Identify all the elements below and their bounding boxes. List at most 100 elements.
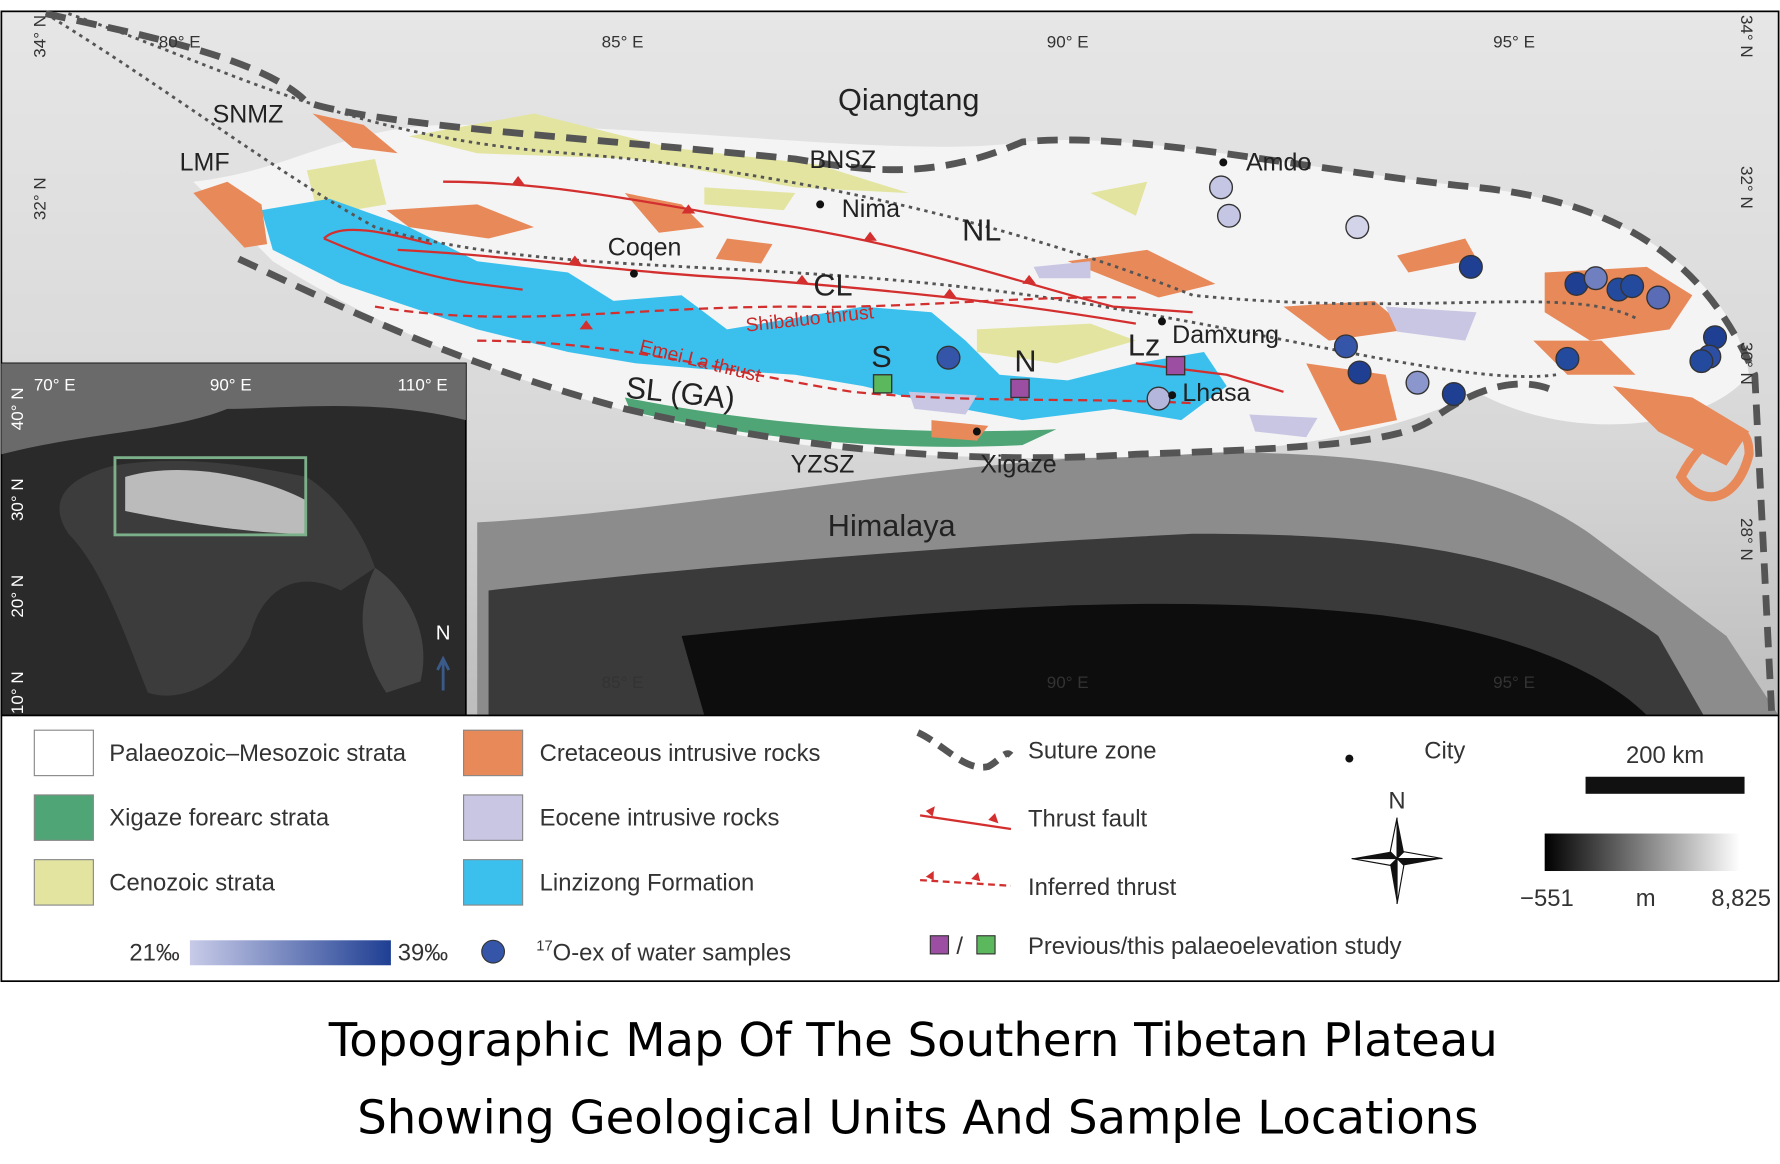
map-shape	[1441, 382, 1466, 407]
superscript: 17	[536, 939, 552, 955]
lat-label: 34° N	[31, 15, 50, 58]
map-shape	[931, 420, 989, 441]
place-label: Qiangtang	[838, 83, 979, 117]
map-shape	[1351, 857, 1399, 866]
map-shape	[1, 363, 466, 455]
map-shape	[1555, 346, 1580, 371]
cenozoic-strata	[306, 113, 1148, 364]
legend-label: Cenozoic strata	[109, 869, 275, 896]
map-shape	[1458, 254, 1483, 279]
map-shape	[863, 231, 877, 241]
map-shape	[681, 204, 696, 214]
place-label: LMF	[180, 148, 230, 176]
map-shape	[323, 228, 433, 246]
legend-label: /	[956, 933, 963, 960]
map-shape	[374, 296, 1136, 318]
map-shape	[1168, 391, 1177, 400]
lon-label: 90° E	[1047, 33, 1089, 52]
inset-lat-label: 30° N	[8, 478, 27, 521]
map-shape	[261, 198, 1227, 421]
inset-map: N 70° E 90° E 110° E 40° N 30° N 20° N 1…	[0, 362, 467, 717]
place-label: Nima	[842, 195, 900, 223]
map-shape	[976, 323, 1136, 364]
map-shape	[481, 939, 506, 964]
map-shape	[579, 320, 594, 330]
map-shape	[443, 180, 1193, 314]
map-shape	[1351, 851, 1398, 859]
legend-label: Suture zone	[1028, 738, 1157, 765]
legend-text: O-ex of water samples	[553, 940, 791, 967]
map-shape	[44, 10, 1776, 716]
cities	[629, 158, 1228, 436]
scale-bar	[1585, 776, 1745, 794]
elevation-label: −551	[1520, 885, 1574, 912]
map-shape	[1022, 274, 1036, 284]
map-shape	[44, 12, 1557, 378]
lon-label: 95° E	[1493, 673, 1535, 692]
lat-label: 32° N	[31, 177, 50, 220]
legend-label: Inferred thrust	[1028, 874, 1177, 901]
map-shape	[925, 806, 999, 824]
map-shape	[942, 288, 957, 298]
place-label: N	[1014, 344, 1036, 378]
legend-label: Xigaze forearc strata	[109, 805, 330, 832]
map-shape	[795, 274, 809, 284]
map-shape	[681, 603, 1647, 716]
map-shape	[1283, 300, 1409, 341]
suture-zone	[44, 10, 1776, 716]
inset-lon-label: 90° E	[210, 376, 252, 395]
map-shape	[1033, 261, 1091, 279]
map-shape	[816, 200, 825, 209]
place-label: S	[871, 340, 891, 374]
map-shape	[929, 935, 950, 955]
map-shape	[1208, 175, 1234, 200]
map-shape	[1397, 238, 1477, 273]
map-shape	[386, 204, 534, 239]
main-map: 80° E 85° E 90° E 95° E 85° E 90° E 95° …	[0, 10, 1780, 717]
eocene-intrusive-rocks	[908, 261, 1477, 438]
place-label: Himalaya	[828, 509, 957, 543]
map-shape	[193, 181, 268, 248]
map-shape	[704, 187, 796, 211]
legend-label: Linzizong Formation	[540, 869, 755, 896]
map-shape	[629, 269, 638, 278]
place-label: Lz	[1128, 328, 1160, 362]
inset-lat-label: 20° N	[8, 575, 27, 618]
map-shape	[1675, 424, 1754, 502]
map-shape	[1249, 414, 1318, 438]
compass-label: N	[1388, 788, 1405, 815]
map-shape	[362, 567, 424, 693]
linzizong-formation	[261, 198, 1227, 421]
legend-label: Thrust fault	[1028, 806, 1148, 833]
map-shape	[1216, 203, 1242, 228]
map-shape	[1010, 378, 1030, 399]
map-shape	[1390, 858, 1398, 904]
map-shape	[1405, 370, 1430, 395]
elevation-ramp	[1544, 833, 1741, 872]
inset-lat-label: 40° N	[8, 387, 27, 430]
map-shape	[715, 238, 773, 264]
map-shape	[1397, 858, 1443, 866]
map-shape	[1345, 754, 1354, 763]
water-samples	[936, 175, 1728, 411]
map-shape	[511, 176, 525, 186]
caption: Showing Geological Units And Sample Loca…	[357, 1090, 1478, 1144]
lon-label: 90° E	[1047, 673, 1089, 692]
scale-label: 200 km	[1626, 742, 1704, 769]
map-shape	[189, 940, 391, 966]
map-shape	[397, 248, 1137, 325]
map-shape	[409, 113, 909, 194]
place-label: NL	[962, 214, 1001, 248]
place-label: CL	[813, 268, 852, 302]
map-shape	[1219, 158, 1228, 167]
map-shape	[1397, 817, 1404, 859]
place-label: Coqen	[608, 234, 682, 262]
lon-label: 80° E	[159, 33, 201, 52]
thrust-teeth	[511, 176, 1036, 330]
inset-lon-label: 70° E	[34, 376, 76, 395]
map-shape	[477, 339, 1193, 405]
map-shape	[1395, 851, 1443, 860]
dotted-fault	[44, 12, 1637, 378]
map-shape	[972, 427, 981, 436]
